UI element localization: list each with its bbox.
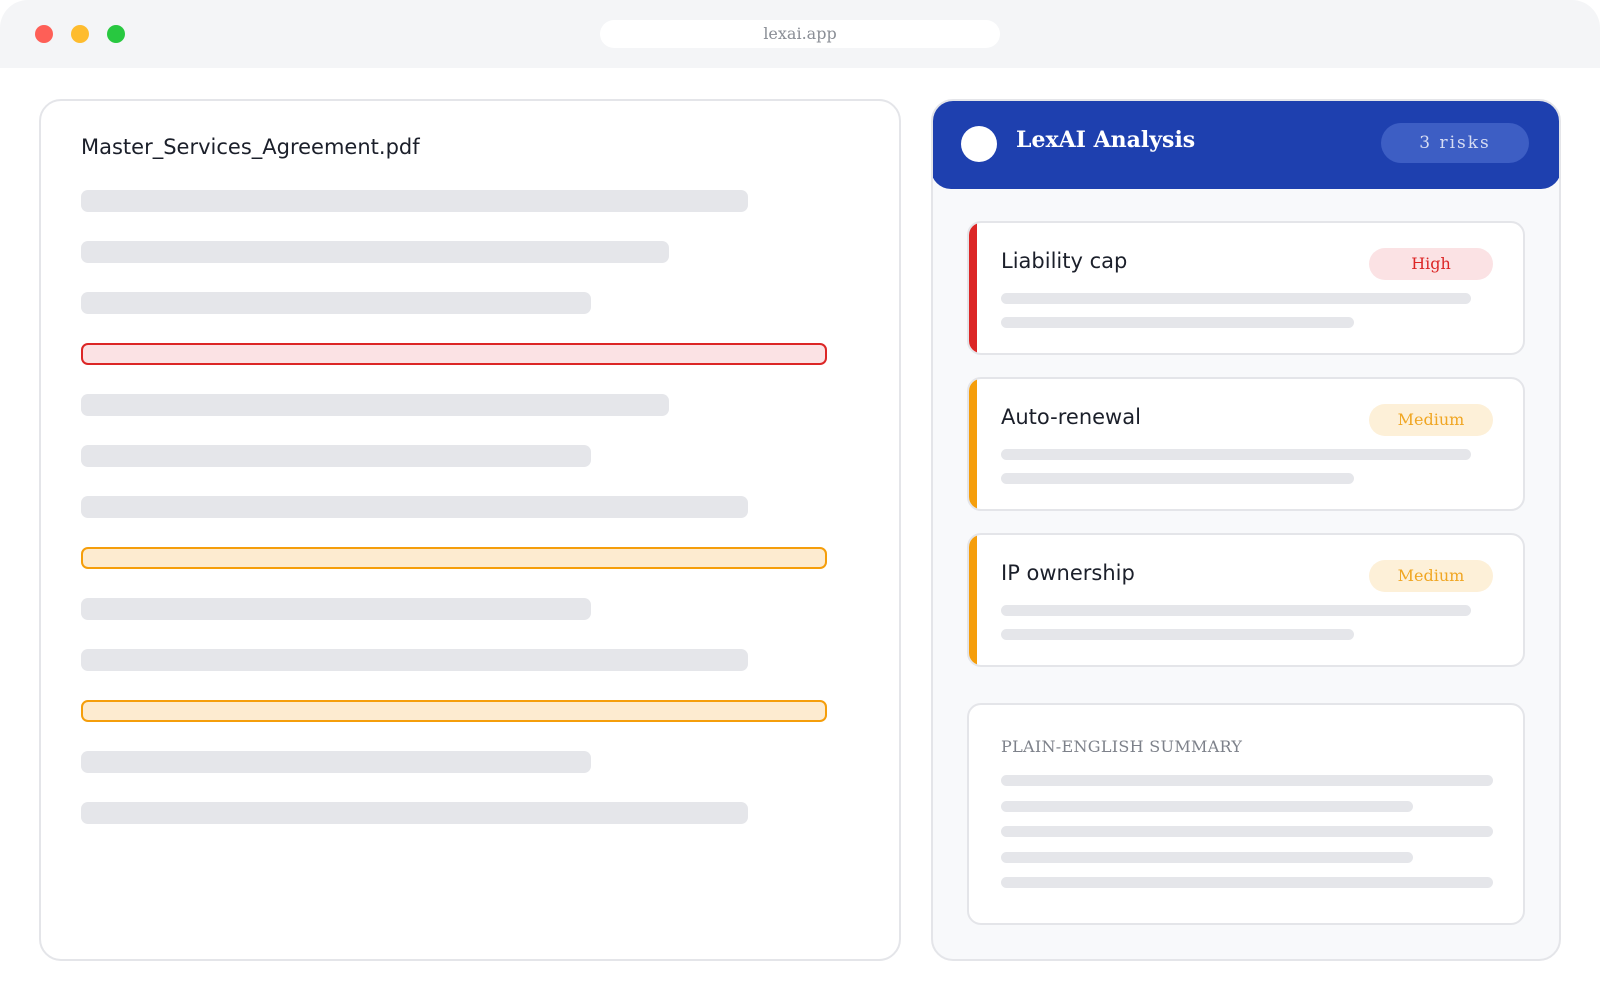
analysis-header: LexAI Analysis 3 risks xyxy=(933,101,1559,189)
plain-english-summary-card: PLAIN-ENGLISH SUMMARY xyxy=(967,703,1525,925)
severity-badge: High xyxy=(1369,248,1493,280)
text-line xyxy=(81,751,591,773)
text-line xyxy=(81,496,748,518)
risk-card-auto-renewal[interactable]: Auto-renewal Medium xyxy=(967,377,1525,511)
risk-title: Liability cap xyxy=(1001,249,1128,273)
analysis-panel: LexAI Analysis 3 risks Liability cap Hig… xyxy=(931,99,1561,961)
text-line xyxy=(81,649,748,671)
text-line xyxy=(1001,449,1471,460)
minimize-window-button[interactable] xyxy=(71,25,89,43)
text-line xyxy=(81,802,748,824)
text-line xyxy=(1001,826,1493,837)
text-line xyxy=(1001,775,1493,786)
severity-indicator-bar xyxy=(969,379,977,509)
risk-card-ip-ownership[interactable]: IP ownership Medium xyxy=(967,533,1525,667)
text-line xyxy=(1001,629,1354,640)
text-line xyxy=(81,241,669,263)
text-line xyxy=(81,445,591,467)
text-line xyxy=(81,394,669,416)
text-line xyxy=(1001,801,1413,812)
document-filename: Master_Services_Agreement.pdf xyxy=(81,135,420,159)
text-line xyxy=(1001,605,1471,616)
risk-count-badge: 3 risks xyxy=(1381,123,1529,163)
risk-title: Auto-renewal xyxy=(1001,405,1141,429)
address-bar[interactable]: lexai.app xyxy=(600,20,1000,48)
text-line xyxy=(1001,852,1413,863)
severity-badge: Medium xyxy=(1369,404,1493,436)
highlighted-clause-ip-ownership[interactable] xyxy=(81,700,827,722)
risk-card-liability-cap[interactable]: Liability cap High xyxy=(967,221,1525,355)
window-titlebar: lexai.app xyxy=(0,0,1600,68)
text-line xyxy=(1001,877,1493,888)
highlighted-clause-auto-renewal[interactable] xyxy=(81,547,827,569)
text-line xyxy=(81,190,748,212)
document-viewer: Master_Services_Agreement.pdf xyxy=(39,99,901,961)
highlighted-clause-liability-cap[interactable] xyxy=(81,343,827,365)
text-line xyxy=(1001,317,1354,328)
text-line xyxy=(1001,293,1471,304)
text-line xyxy=(81,292,591,314)
severity-badge: Medium xyxy=(1369,560,1493,592)
analysis-title: LexAI Analysis xyxy=(1016,127,1196,153)
severity-indicator-bar xyxy=(969,223,977,353)
risk-title: IP ownership xyxy=(1001,561,1135,585)
text-line xyxy=(1001,473,1354,484)
close-window-button[interactable] xyxy=(35,25,53,43)
summary-heading: PLAIN-ENGLISH SUMMARY xyxy=(1001,737,1243,756)
maximize-window-button[interactable] xyxy=(107,25,125,43)
lexai-logo-icon xyxy=(961,126,997,162)
text-line xyxy=(81,598,591,620)
severity-indicator-bar xyxy=(969,535,977,665)
